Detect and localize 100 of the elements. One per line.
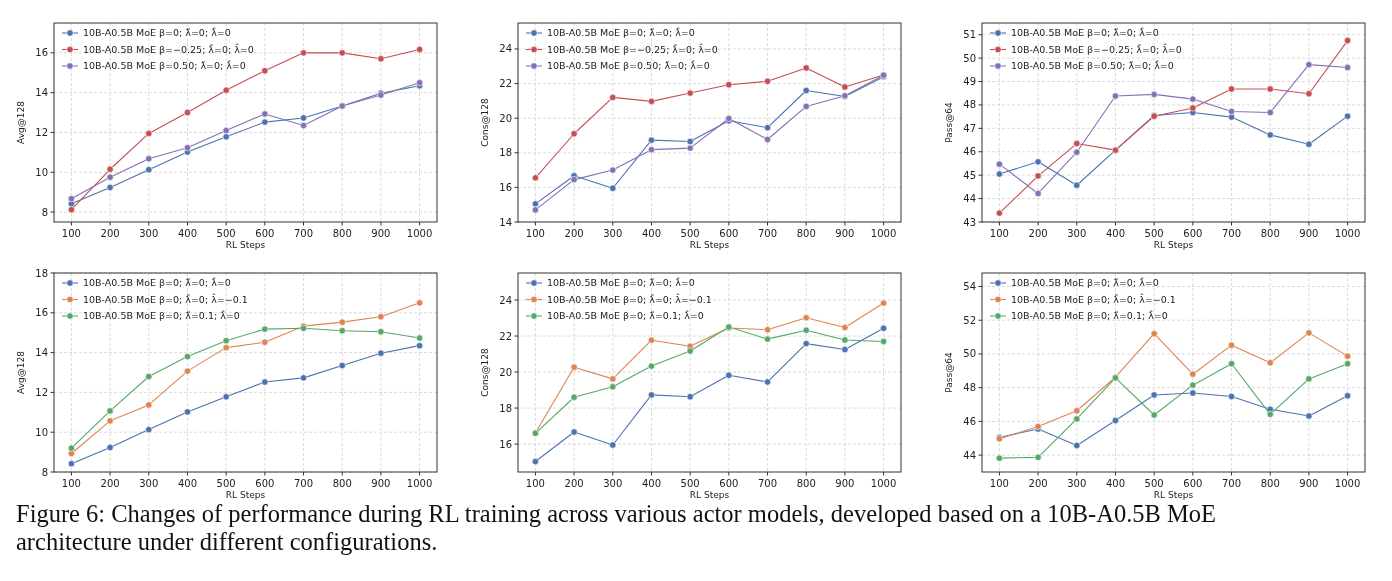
legend-label: 10B-A0.5B MoE β=−0.25; λ̃=0; λ̂=0 [547,43,718,55]
x-tick-label: 300 [1067,228,1087,239]
x-tick-label: 400 [1105,228,1126,239]
x-axis-title: RL Steps [689,490,730,500]
y-tick-label: 10 [35,166,48,178]
x-tick-label: 900 [371,478,391,489]
legend-label: 10B-A0.5B MoE β=0; λ̃=0; λ̂=0 [1011,26,1159,39]
x-tick-label: 900 [371,228,391,239]
x-tick-label: 700 [1221,228,1242,239]
legend-label: 10B-A0.5B MoE β=0; λ̃=0; λ̂=−0.1 [1011,293,1176,305]
x-tick-label: 300 [603,228,623,239]
x-tick-label: 900 [1299,228,1319,239]
x-tick-label: 300 [139,228,159,239]
y-tick-label: 45 [963,169,976,181]
x-tick-label: 900 [835,228,855,239]
x-tick-label: 100 [61,228,81,239]
y-tick-label: 48 [963,382,976,394]
y-tick-label: 46 [963,146,976,158]
legend-label: 10B-A0.5B MoE β=0; λ̃=0; λ̂=0 [83,26,231,39]
x-tick-label: 300 [139,478,159,489]
y-tick-label: 48 [963,99,976,111]
x-tick-label: 1000 [1334,228,1361,239]
legend-label: 10B-A0.5B MoE β=−0.25; λ̃=0; λ̂=0 [83,43,254,55]
y-tick-label: 24 [499,294,512,306]
x-tick-label: 500 [216,478,236,489]
y-tick-label: 20 [499,366,512,378]
y-tick-label: 12 [35,126,48,138]
y-tick-label: 50 [963,52,976,64]
y-axis-title: Cons@128 [480,98,490,147]
legend-label: 10B-A0.5B MoE β=0; λ̃=0; λ̂=−0.1 [547,293,712,305]
x-tick-label: 500 [1144,228,1164,239]
x-tick-label: 1000 [406,228,433,239]
y-tick-label: 46 [963,415,976,427]
x-tick-label: 500 [216,228,236,239]
y-tick-label: 14 [35,347,48,359]
legend-label: 10B-A0.5B MoE β=0; λ̃=0.1; λ̂=0 [547,309,704,322]
x-tick-label: 400 [1105,478,1126,489]
y-tick-label: 16 [35,47,48,59]
x-tick-label: 400 [641,478,662,489]
legend-label: 10B-A0.5B MoE β=0; λ̃=0; λ̂=−0.1 [83,293,248,305]
y-tick-label: 50 [963,348,976,360]
legend-label: 10B-A0.5B MoE β=0.50; λ̃=0; λ̂=0 [83,59,246,72]
y-tick-label: 49 [963,76,976,88]
y-tick-label: 14 [35,87,48,99]
y-tick-label: 43 [963,216,976,228]
y-tick-label: 16 [499,438,512,450]
y-tick-label: 16 [35,307,48,319]
y-tick-label: 18 [35,267,48,279]
x-tick-label: 700 [293,228,314,239]
y-axis-title: Pass@64 [944,352,954,393]
y-tick-label: 44 [963,449,976,461]
x-tick-label: 700 [1221,478,1242,489]
legend-label: 10B-A0.5B MoE β=−0.25; λ̃=0; λ̂=0 [1011,43,1182,55]
x-tick-label: 1000 [406,478,433,489]
y-axis-title: Avg@128 [16,100,26,144]
x-tick-label: 700 [757,228,778,239]
x-tick-label: 800 [332,478,352,489]
x-tick-label: 900 [835,478,855,489]
y-tick-label: 51 [963,29,976,41]
x-axis-title: RL Steps [225,490,266,500]
y-tick-label: 14 [499,216,512,228]
x-axis-title: RL Steps [689,240,730,250]
legend-label: 10B-A0.5B MoE β=0; λ̃=0.1; λ̂=0 [83,309,240,322]
x-tick-label: 800 [1260,478,1280,489]
x-tick-label: 800 [796,228,816,239]
x-tick-label: 900 [1299,478,1319,489]
y-axis-title: Pass@64 [944,102,954,143]
y-tick-label: 18 [499,147,512,159]
legend-label: 10B-A0.5B MoE β=0; λ̃=0; λ̂=0 [83,276,231,289]
x-tick-label: 500 [680,478,700,489]
y-tick-label: 8 [41,206,48,218]
y-tick-label: 22 [499,330,512,342]
x-tick-label: 200 [1028,228,1048,239]
x-axis-title: RL Steps [1153,240,1194,250]
x-tick-label: 300 [1067,478,1087,489]
y-tick-label: 22 [499,78,512,90]
y-tick-label: 20 [499,112,512,124]
x-tick-label: 600 [1183,478,1203,489]
x-tick-label: 1000 [1334,478,1361,489]
x-tick-label: 600 [1183,228,1203,239]
y-tick-label: 44 [963,193,976,205]
x-tick-label: 200 [1028,478,1048,489]
x-tick-label: 600 [719,478,739,489]
y-tick-label: 10 [35,426,48,438]
x-tick-label: 400 [177,228,198,239]
x-tick-label: 300 [603,478,623,489]
x-tick-label: 400 [641,228,662,239]
x-tick-label: 600 [255,228,275,239]
y-axis-title: Cons@128 [480,348,490,397]
legend-label: 10B-A0.5B MoE β=0; λ̃=0; λ̂=0 [1011,276,1159,289]
x-tick-label: 100 [525,478,545,489]
x-tick-label: 800 [332,228,352,239]
x-tick-label: 200 [564,478,584,489]
x-tick-label: 500 [680,228,700,239]
x-tick-label: 700 [757,478,778,489]
x-tick-label: 200 [100,228,120,239]
y-tick-label: 54 [963,280,976,292]
y-tick-label: 24 [499,43,512,55]
y-tick-label: 52 [963,314,976,326]
x-tick-label: 100 [989,228,1009,239]
